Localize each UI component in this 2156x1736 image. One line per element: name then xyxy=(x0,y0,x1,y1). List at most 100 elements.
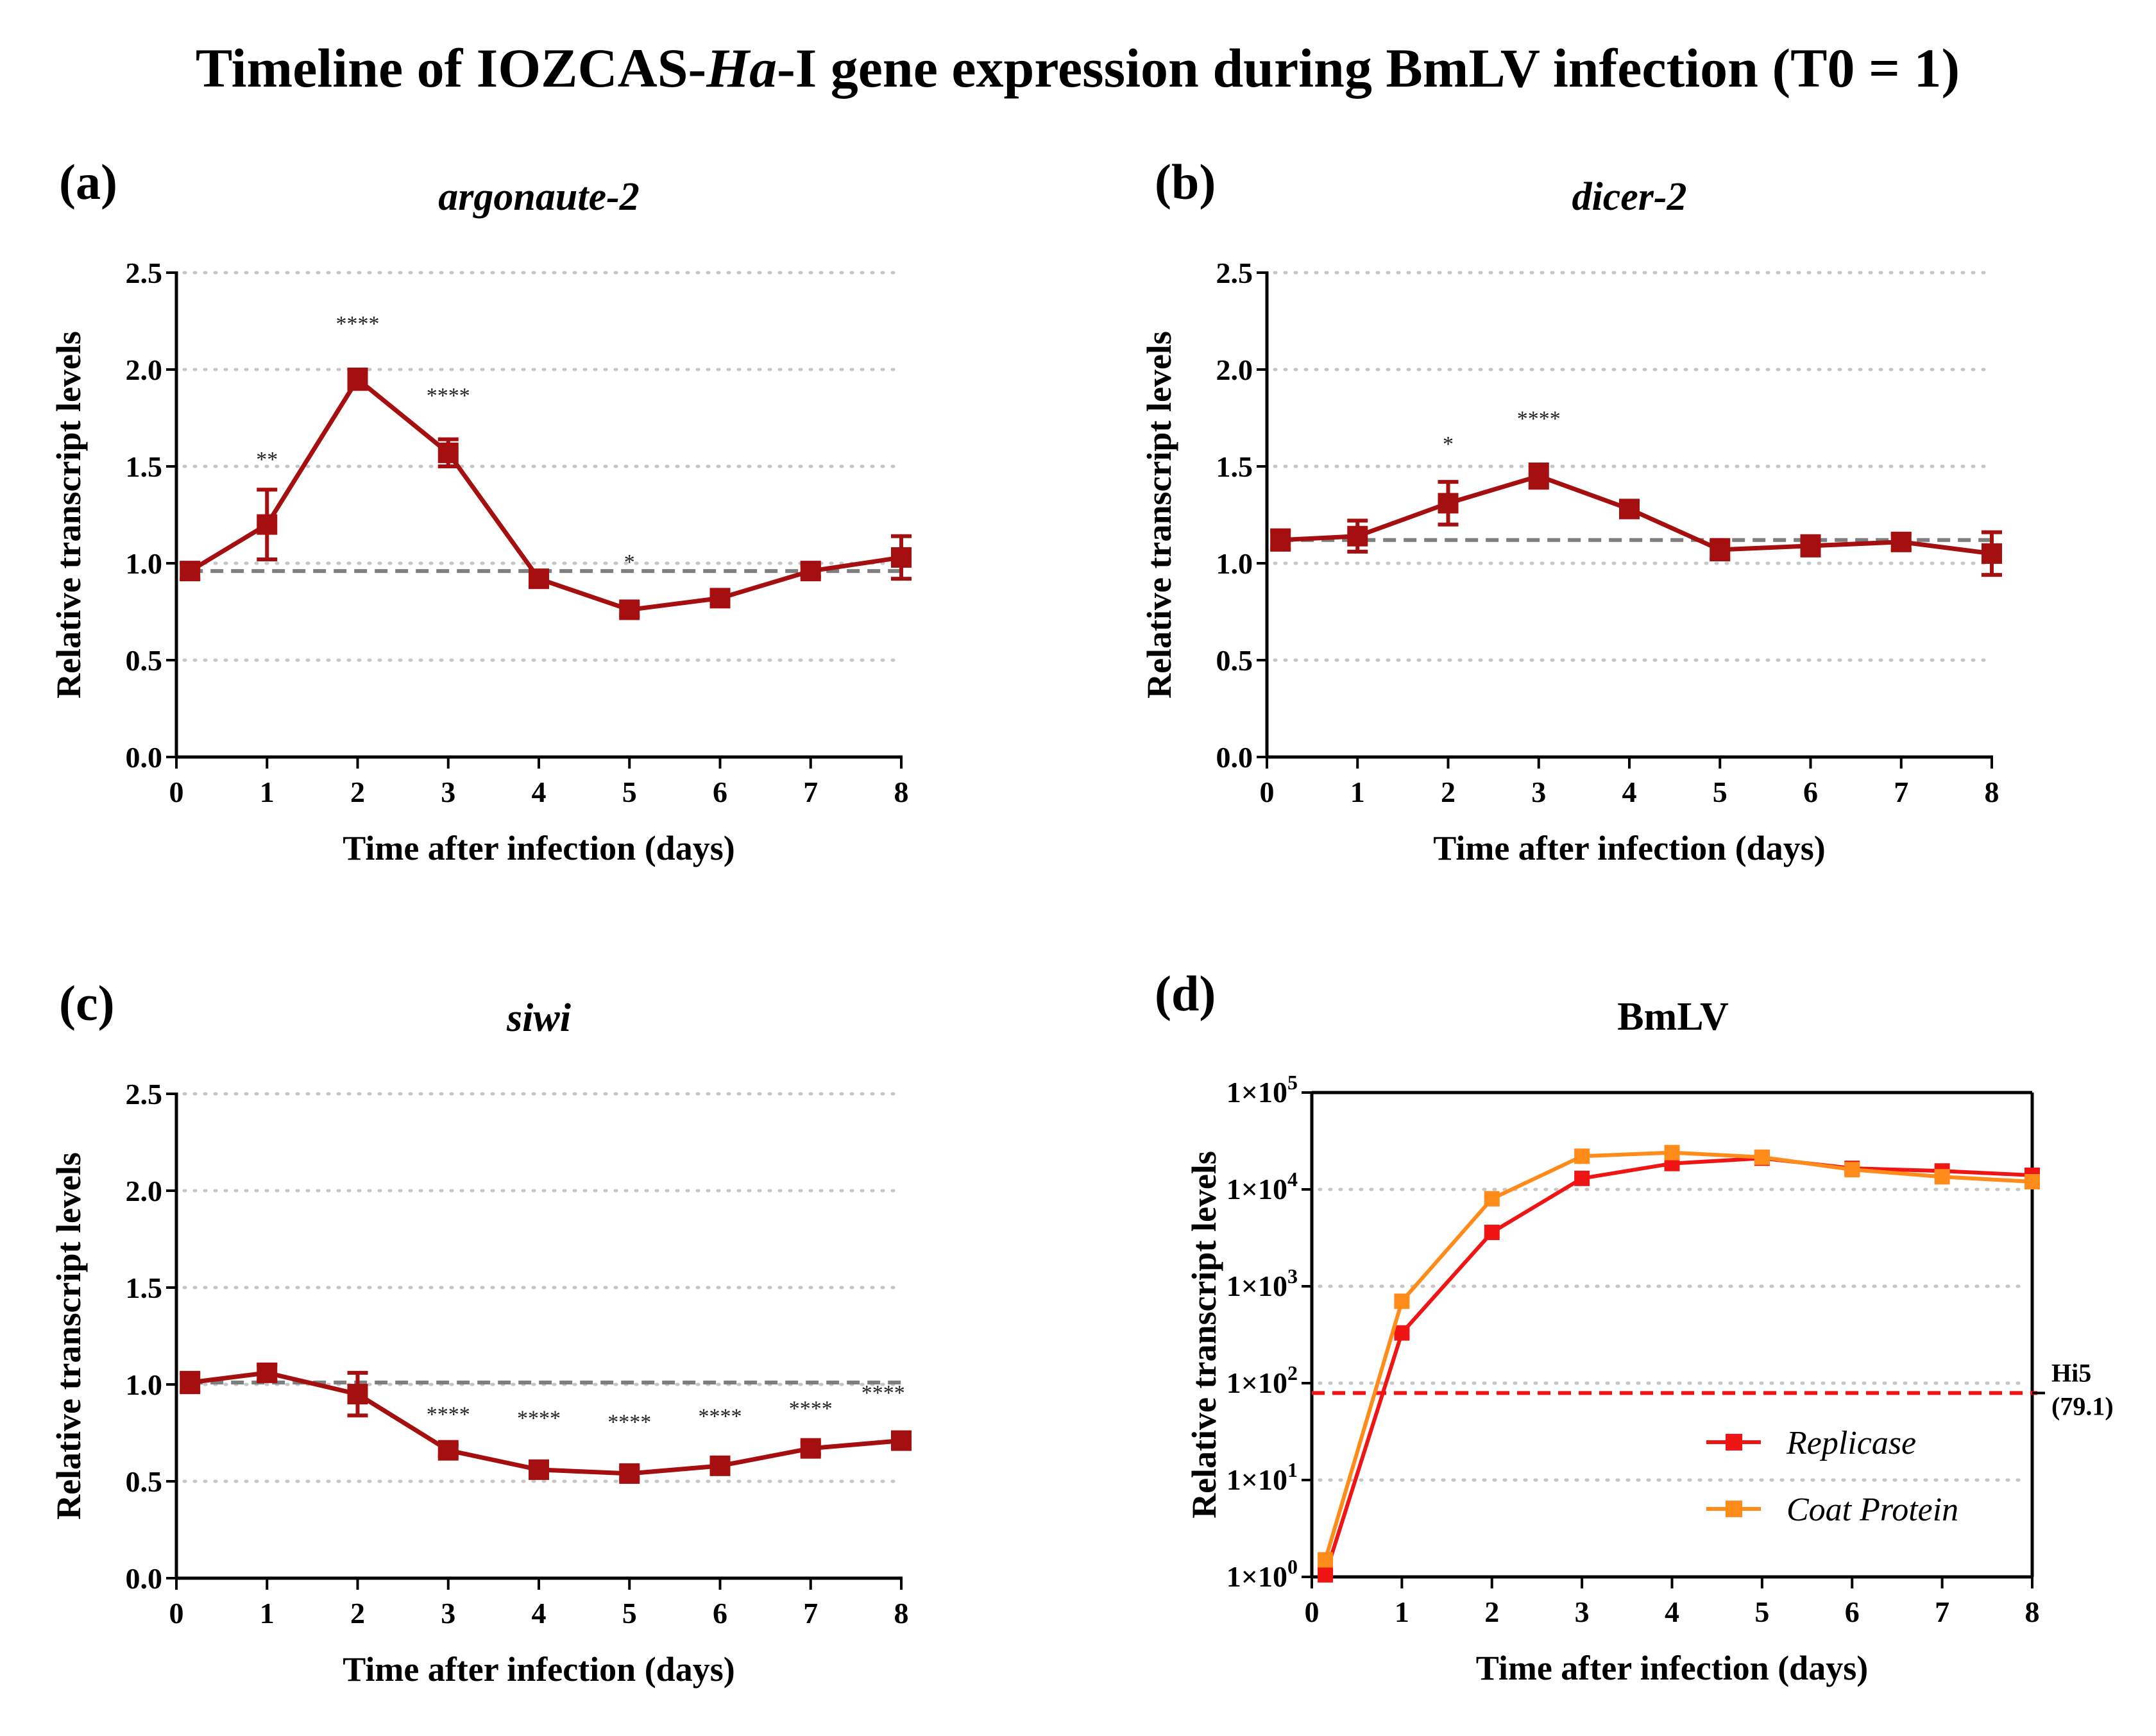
data-point xyxy=(437,1440,459,1461)
x-tick-label: 7 xyxy=(803,776,818,808)
significance-annotation: **** xyxy=(1517,407,1561,431)
x-tick-label: 5 xyxy=(622,1597,637,1630)
data-point xyxy=(180,561,201,582)
panel-title: argonaute-2 xyxy=(438,175,639,219)
data-point xyxy=(180,1372,201,1393)
x-tick-label: 1 xyxy=(1395,1596,1409,1628)
x-tick-label: 6 xyxy=(1803,776,1818,808)
x-tick-label: 5 xyxy=(1713,776,1727,808)
y-tick-label: 0.5 xyxy=(1216,644,1253,677)
y-tick-label: 2.0 xyxy=(126,1175,163,1207)
x-tick-label: 1 xyxy=(260,1597,275,1630)
significance-annotation: **** xyxy=(699,1404,742,1428)
y-tick-label: 1.5 xyxy=(126,1272,163,1304)
legend-swatch-marker xyxy=(1726,1501,1742,1517)
data-point xyxy=(1754,1149,1770,1165)
legend: Replicase Coat Protein xyxy=(1706,1425,1958,1528)
x-tick-label: 0 xyxy=(1305,1596,1320,1628)
data-point xyxy=(800,1438,821,1459)
x-tick-label: 2 xyxy=(1484,1596,1499,1628)
y-tick-label: 1.0 xyxy=(1216,547,1253,580)
x-tick-label: 3 xyxy=(1575,1596,1590,1628)
x-tick-label: 3 xyxy=(441,1597,455,1630)
data-point xyxy=(347,369,368,390)
panel-title: siwi xyxy=(506,996,571,1040)
data-point xyxy=(257,1362,278,1383)
x-tick-label: 3 xyxy=(1531,776,1546,808)
x-tick-label: 4 xyxy=(1622,776,1637,808)
data-point xyxy=(1982,543,2002,564)
panel-label: (b) xyxy=(1155,154,1216,210)
data-point xyxy=(529,1459,549,1480)
x-tick-label: 2 xyxy=(350,776,365,808)
significance-annotation: **** xyxy=(427,1402,470,1426)
data-point xyxy=(437,442,459,463)
y-tick-label: 2.0 xyxy=(1216,353,1253,386)
data-point xyxy=(1710,539,1731,560)
x-tick-label: 0 xyxy=(169,1597,184,1630)
x-axis-label: Time after infection (days) xyxy=(1476,1649,1868,1687)
x-tick-label: 8 xyxy=(2025,1596,2040,1628)
data-point xyxy=(1619,498,1640,520)
data-point xyxy=(1664,1145,1680,1161)
y-tick-label: 1×104 xyxy=(1227,1168,1298,1205)
significance-annotation: ** xyxy=(256,448,278,472)
y-tick-label: 1×101 xyxy=(1227,1458,1298,1496)
x-tick-label: 7 xyxy=(1935,1596,1949,1628)
x-tick-label: 8 xyxy=(1985,776,1999,808)
data-point xyxy=(1438,493,1459,514)
y-tick-label: 1.0 xyxy=(126,547,163,580)
chart-panel-b: (b) dicer-2 0.0 0.5 1.0 1.5 2.0 2.5 0 1 2 3 4 5 6 7 8 Tim… xyxy=(1140,154,2002,867)
data-point xyxy=(1347,525,1368,547)
panel-label: (c) xyxy=(59,975,115,1031)
data-point xyxy=(1574,1148,1590,1164)
data-point xyxy=(891,1430,912,1451)
y-tick-label: 1.5 xyxy=(126,450,163,483)
x-tick-label: 7 xyxy=(1894,776,1908,808)
data-point xyxy=(1484,1191,1500,1207)
series-argonaute-2 xyxy=(180,368,912,620)
data-point xyxy=(347,1384,368,1405)
x-tick-label: 4 xyxy=(532,776,547,808)
x-tick-label: 8 xyxy=(894,776,909,808)
data-point xyxy=(619,1463,640,1484)
data-point xyxy=(1394,1293,1410,1309)
x-tick-label: 1 xyxy=(260,776,275,808)
x-tick-label: 3 xyxy=(441,776,455,808)
series-coat-protein xyxy=(1318,1145,2040,1568)
y-tick-label: 2.0 xyxy=(126,353,163,386)
data-point xyxy=(1934,1169,1950,1185)
panel-title: BmLV xyxy=(1617,995,1729,1039)
x-tick-label: 7 xyxy=(803,1597,818,1630)
significance-annotation: **** xyxy=(607,1410,651,1434)
legend-label: Replicase xyxy=(1786,1425,1916,1461)
y-tick-label: 1×103 xyxy=(1227,1264,1298,1302)
hi5-value-label: (79.1) xyxy=(2051,1391,2114,1420)
series-siwi xyxy=(180,1362,912,1484)
panel-label: (a) xyxy=(59,154,117,210)
data-point xyxy=(1270,529,1291,550)
x-axis-label: Time after infection (days) xyxy=(343,1650,734,1689)
data-point xyxy=(800,561,821,582)
data-point xyxy=(1318,1567,1334,1583)
hi5-label: Hi5 xyxy=(2051,1358,2091,1387)
data-point xyxy=(1844,1162,1860,1178)
y-tick-label: 0.5 xyxy=(126,1465,163,1498)
y-tick-label: 1×105 xyxy=(1227,1071,1298,1109)
x-tick-label: 0 xyxy=(1260,776,1275,808)
y-axis-label: Relative transcript levels xyxy=(49,1152,88,1520)
legend-label: Coat Protein xyxy=(1787,1492,1958,1528)
y-axis-label: Relative transcript levels xyxy=(1185,1151,1223,1519)
x-tick-label: 8 xyxy=(894,1597,909,1630)
y-tick-label: 1×102 xyxy=(1227,1361,1298,1399)
x-tick-label: 6 xyxy=(713,1597,727,1630)
x-tick-label: 0 xyxy=(169,776,184,808)
data-point xyxy=(1890,531,1912,552)
y-tick-label: 0.0 xyxy=(126,741,163,774)
legend-swatch-marker xyxy=(1726,1434,1742,1451)
x-tick-label: 6 xyxy=(713,776,727,808)
data-point xyxy=(2024,1174,2040,1190)
x-tick-label: 6 xyxy=(1845,1596,1860,1628)
data-point xyxy=(1484,1224,1500,1240)
